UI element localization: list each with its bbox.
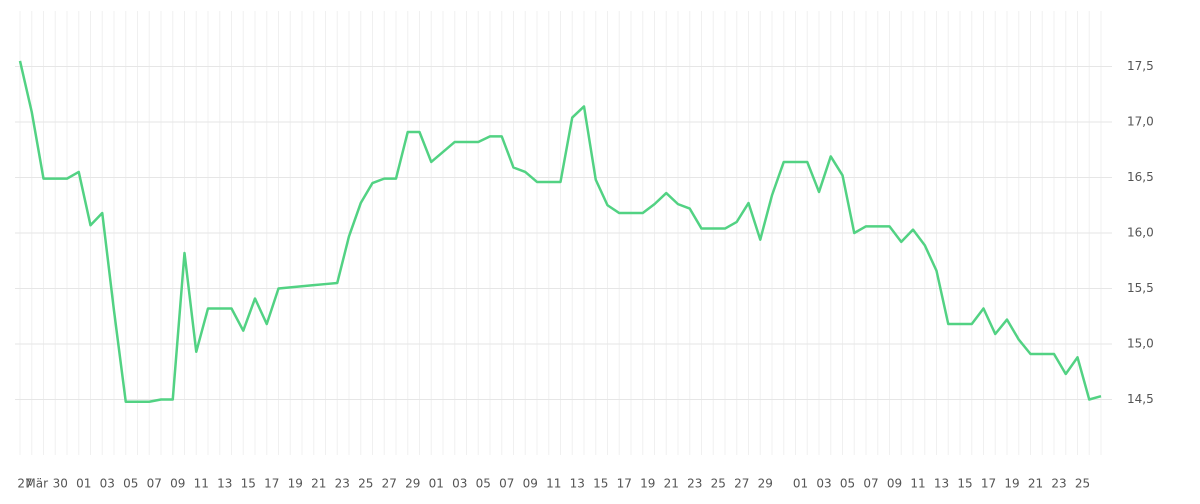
x-tick-label: 07 bbox=[863, 477, 878, 491]
x-tick-label: 13 bbox=[217, 477, 232, 491]
x-tick-label: 25 bbox=[1075, 477, 1090, 491]
x-tick-label: 19 bbox=[1004, 477, 1019, 491]
y-tick-label: 15,5 bbox=[1127, 281, 1154, 295]
x-tick-label: 15 bbox=[241, 477, 256, 491]
x-tick-label: 29 bbox=[405, 477, 420, 491]
x-tick-label: 07 bbox=[499, 477, 514, 491]
x-tick-label: 07 bbox=[147, 477, 162, 491]
x-tick-label: 27 bbox=[734, 477, 749, 491]
x-tick-label: 03 bbox=[816, 477, 831, 491]
x-tick-label: 17 bbox=[981, 477, 996, 491]
y-tick-label: 17,0 bbox=[1127, 115, 1154, 129]
x-tick-label: 23 bbox=[1051, 477, 1066, 491]
x-tick-label: 13 bbox=[934, 477, 949, 491]
x-tick-label: 13 bbox=[570, 477, 585, 491]
x-tick-label: 05 bbox=[476, 477, 491, 491]
y-tick-label: 17,5 bbox=[1127, 59, 1154, 73]
x-tick-label: 11 bbox=[194, 477, 209, 491]
x-tick-label: 09 bbox=[170, 477, 185, 491]
y-tick-label: 15,0 bbox=[1127, 337, 1154, 351]
x-tick-label: 03 bbox=[100, 477, 115, 491]
x-tick-label: 11 bbox=[546, 477, 561, 491]
y-tick-label: 16,5 bbox=[1127, 170, 1154, 184]
x-tick-label: 09 bbox=[887, 477, 902, 491]
x-tick-label: 30 bbox=[53, 477, 68, 491]
x-tick-label: 19 bbox=[640, 477, 655, 491]
x-tick-label: 21 bbox=[1028, 477, 1043, 491]
x-tick-label: 21 bbox=[311, 477, 326, 491]
x-tick-label: 03 bbox=[452, 477, 467, 491]
x-tick-label: 29 bbox=[758, 477, 773, 491]
x-tick-label: 09 bbox=[523, 477, 538, 491]
y-tick-label: 14,5 bbox=[1127, 392, 1154, 406]
x-tick-label: Mär bbox=[25, 477, 48, 491]
y-tick-label: 16,0 bbox=[1127, 226, 1154, 240]
x-tick-label: 05 bbox=[123, 477, 138, 491]
x-tick-label: 27 bbox=[382, 477, 397, 491]
x-tick-label: 01 bbox=[793, 477, 808, 491]
x-tick-label: 25 bbox=[711, 477, 726, 491]
x-tick-label: 01 bbox=[429, 477, 444, 491]
x-tick-label: 17 bbox=[617, 477, 632, 491]
x-tick-label: 11 bbox=[910, 477, 925, 491]
x-tick-label: 23 bbox=[687, 477, 702, 491]
x-tick-label: 15 bbox=[957, 477, 972, 491]
x-tick-label: 25 bbox=[358, 477, 373, 491]
x-tick-label: 19 bbox=[288, 477, 303, 491]
x-tick-label: 23 bbox=[335, 477, 350, 491]
x-tick-label: 05 bbox=[840, 477, 855, 491]
x-tick-label: 15 bbox=[593, 477, 608, 491]
x-tick-label: 27 bbox=[17, 477, 32, 491]
x-tick-label: 21 bbox=[664, 477, 679, 491]
x-tick-label: 17 bbox=[264, 477, 279, 491]
line-series bbox=[18, 60, 1102, 403]
x-tick-label: 01 bbox=[76, 477, 91, 491]
